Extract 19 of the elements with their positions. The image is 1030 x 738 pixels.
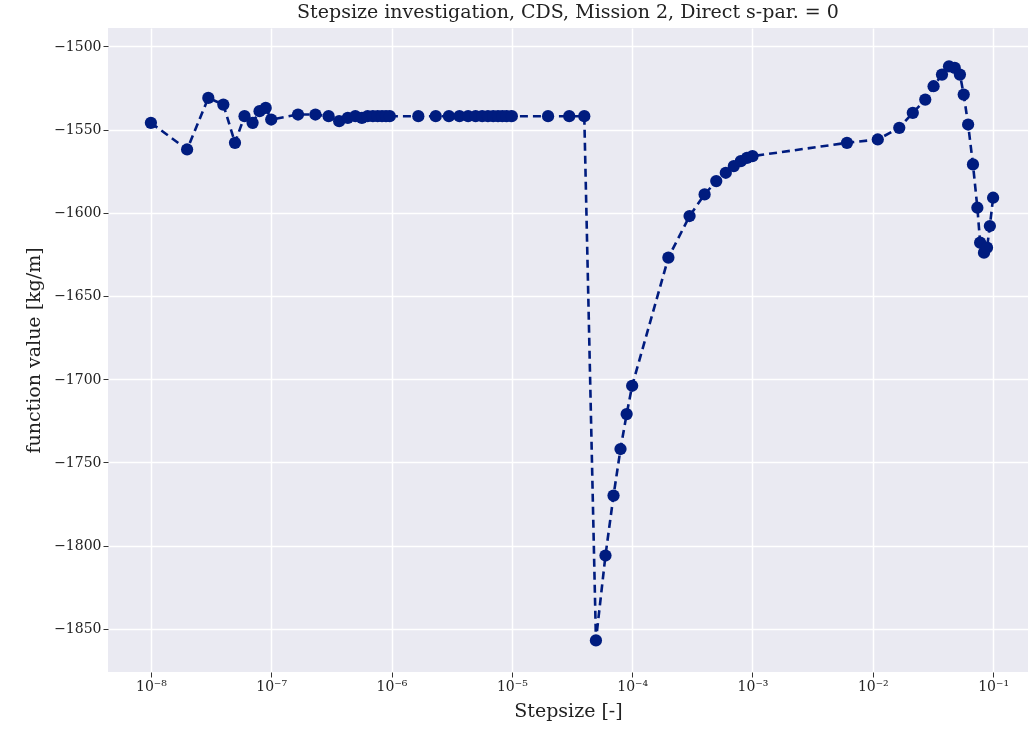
y-tick-label: −1500 [54,37,102,54]
y-tick-label: −1750 [54,453,102,470]
y-tick-label: −1850 [54,620,102,637]
x-tick-label: 10⁻⁵ [496,677,529,694]
x-tick-label: 10⁻¹ [978,677,1010,694]
x-axis-title: Stepsize [-] [514,698,623,721]
x-tick-label: 10⁻⁷ [256,677,288,694]
x-tick-label: 10⁻⁶ [376,677,408,694]
y-tick-label: −1700 [54,370,102,387]
x-tick-label: 10⁻⁴ [617,677,649,694]
y-tick-label: −1550 [54,121,102,138]
y-tick-label: −1800 [54,537,102,554]
x-tick-label: 10⁻² [857,677,889,694]
y-tick-label: −1650 [54,287,102,304]
y-axis-title: function value [kg/m] [22,247,45,454]
y-tick-label: −1600 [54,204,102,221]
x-tick-label: 10⁻³ [737,677,769,694]
chart-title: Stepsize investigation, CDS, Mission 2, Direct s-par. = 0 [297,0,839,22]
x-tick-label: 10⁻⁸ [135,677,168,694]
